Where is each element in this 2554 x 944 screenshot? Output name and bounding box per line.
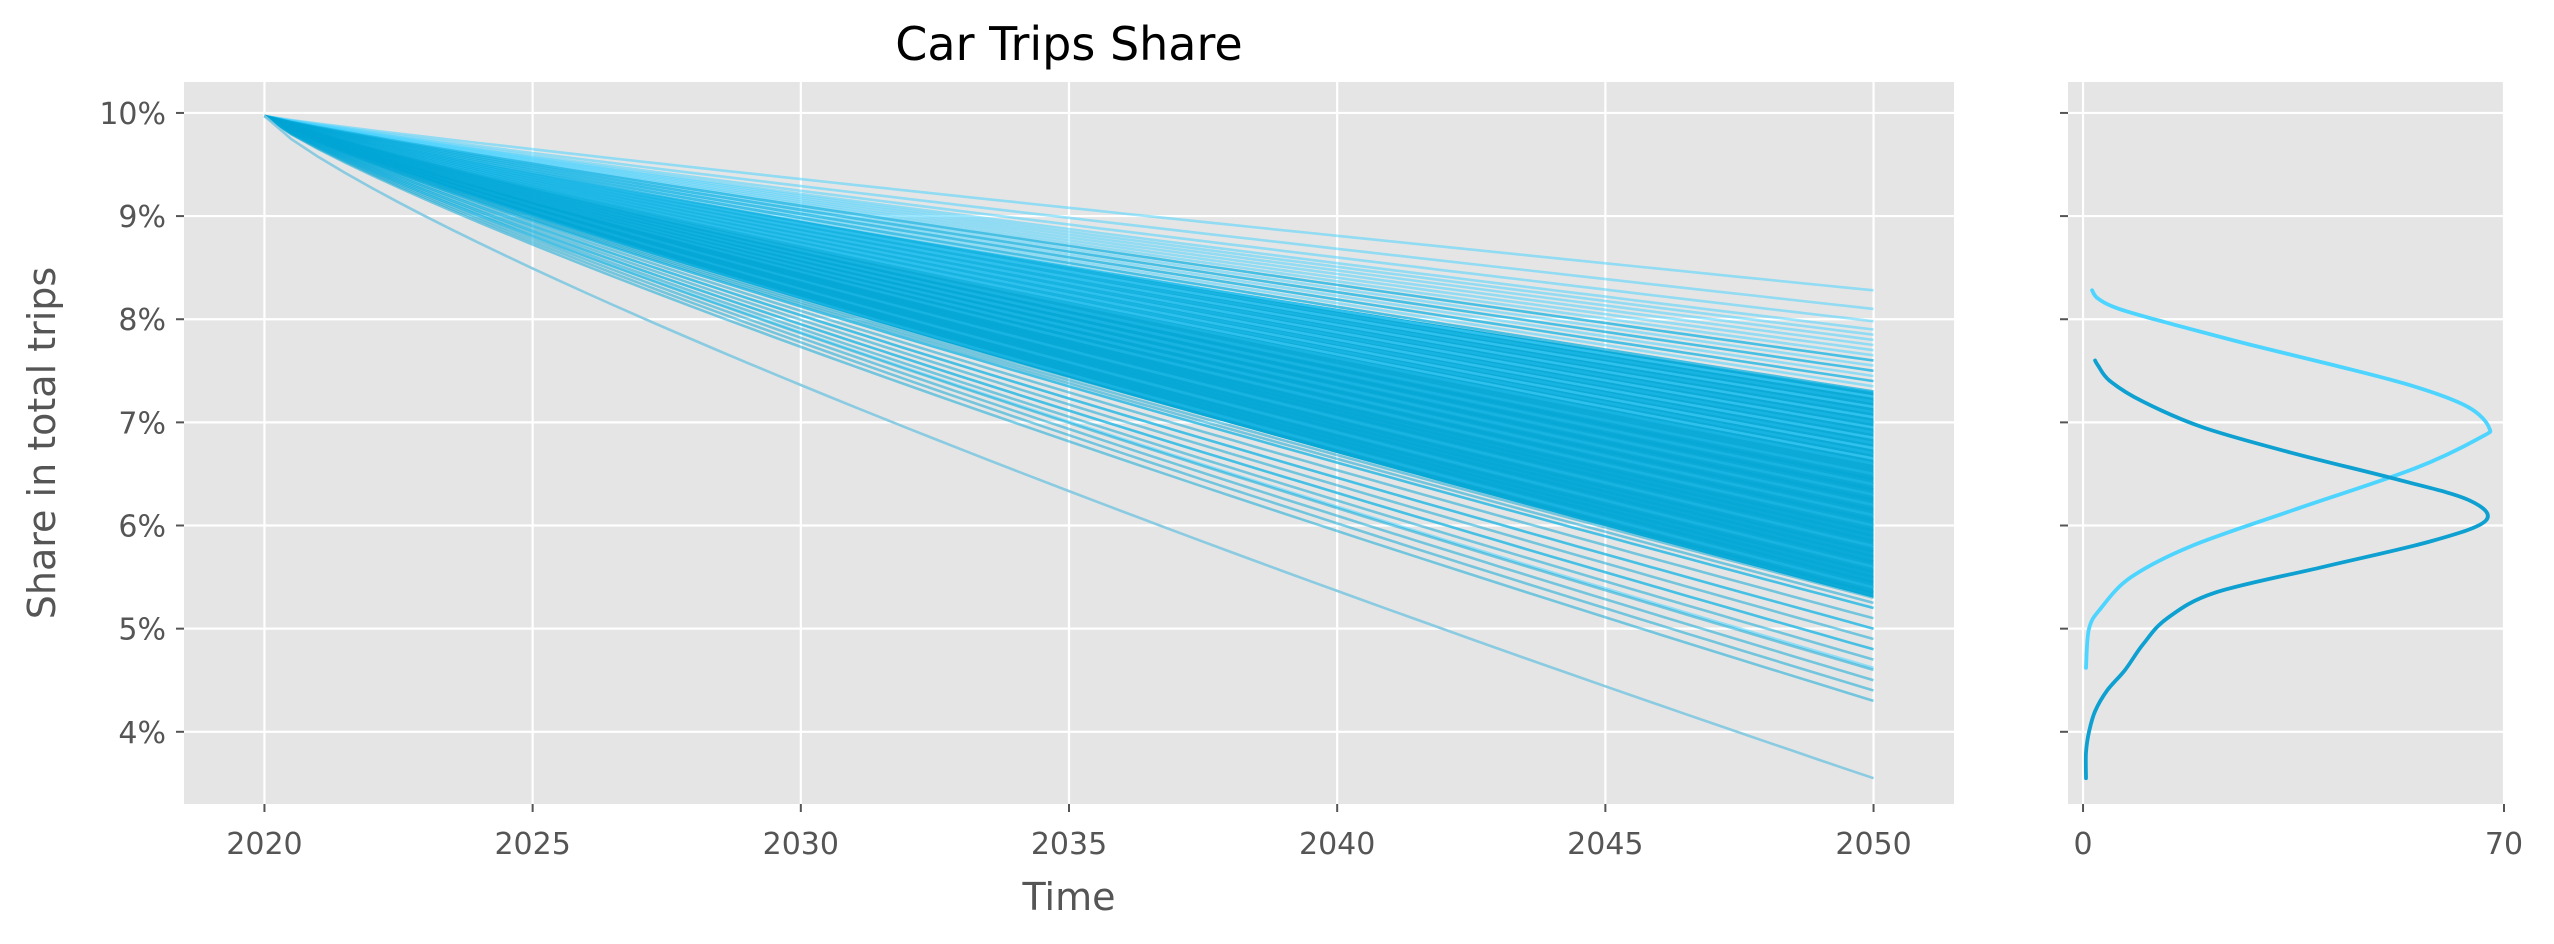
main-x-tick-label-5: 2045 bbox=[1567, 827, 1643, 862]
main-y-tick-label-6: 10% bbox=[99, 97, 166, 132]
main-x-tick-label-2: 2030 bbox=[763, 827, 839, 862]
main-y-tick-label-2: 6% bbox=[118, 510, 166, 545]
trajectory-line-2-0 bbox=[263, 115, 1874, 780]
trajectory-line-1-10 bbox=[264, 114, 1874, 465]
main-x-ticks: 2020 2025 2030 2035 2040 2045 2050 bbox=[226, 804, 1912, 862]
main-x-tick-label-6: 2050 bbox=[1835, 827, 1911, 862]
trajectory-line-0-1 bbox=[264, 114, 1874, 311]
trajectory-line-0-0 bbox=[264, 114, 1874, 292]
chart-title: Car Trips Share bbox=[895, 17, 1242, 71]
trajectory-line-1-45 bbox=[263, 114, 1874, 692]
trajectory-line-1-43 bbox=[263, 114, 1874, 672]
trajectory-line-1-4 bbox=[264, 114, 1874, 403]
trajectory-line-1-7 bbox=[264, 114, 1874, 434]
trajectory-line-1-0 bbox=[264, 114, 1874, 362]
trajectory-line-1-39 bbox=[263, 114, 1874, 630]
density-x-tick-label-0: 0 bbox=[2073, 827, 2092, 862]
trajectory-line-1-42 bbox=[263, 114, 1874, 661]
main-panel: 2020 2025 2030 2035 2040 2045 2050 4% 5% 6% 7% 8% 9… bbox=[20, 17, 1954, 919]
main-x-tick-label-3: 2035 bbox=[1031, 827, 1107, 862]
trajectory-line-1-41 bbox=[263, 114, 1874, 651]
trajectory-line-1-46 bbox=[263, 114, 1874, 703]
density-curve-0 bbox=[2084, 288, 2493, 670]
trajectory-line-1-3 bbox=[264, 114, 1874, 393]
trajectory-line-1-8 bbox=[264, 114, 1874, 445]
main-y-tick-label-3: 7% bbox=[118, 406, 166, 441]
density-plot-background bbox=[2068, 82, 2504, 804]
trajectory-line-1-44 bbox=[263, 114, 1874, 682]
main-y-tick-label-4: 8% bbox=[118, 303, 166, 338]
trajectory-line-1-5 bbox=[264, 114, 1874, 414]
density-y-ticks bbox=[2060, 111, 2068, 733]
density-x-tick-label-1: 70 bbox=[2485, 827, 2523, 862]
main-y-ticks: 4% 5% 6% 7% 8% 9% 10% bbox=[99, 97, 184, 751]
main-y-tick-label-5: 9% bbox=[118, 200, 166, 235]
main-x-tick-label-1: 2025 bbox=[494, 827, 570, 862]
density-panel: 0 70 bbox=[2060, 82, 2523, 862]
main-x-tick-label-0: 2020 bbox=[226, 827, 302, 862]
main-x-tick-label-4: 2040 bbox=[1299, 827, 1375, 862]
trajectory-line-1-40 bbox=[263, 114, 1874, 641]
trajectory-line-1-2 bbox=[264, 114, 1874, 383]
density-x-ticks: 0 70 bbox=[2073, 804, 2523, 862]
trajectory-line-1-1 bbox=[264, 114, 1874, 373]
trajectory-line-1-38 bbox=[263, 114, 1874, 620]
y-axis-label: Share in total trips bbox=[20, 267, 64, 619]
main-y-tick-label-1: 5% bbox=[118, 613, 166, 648]
trajectory-line-0-2 bbox=[264, 114, 1874, 323]
density-grid bbox=[2068, 82, 2506, 804]
trajectory-line-1-37 bbox=[263, 114, 1874, 610]
density-curve-1 bbox=[2083, 358, 2490, 781]
trajectory-line-1-9 bbox=[264, 114, 1874, 455]
density-curves bbox=[2083, 288, 2493, 781]
main-y-tick-label-0: 4% bbox=[118, 716, 166, 751]
x-axis-label: Time bbox=[1022, 875, 1116, 919]
trajectory-line-1-6 bbox=[264, 114, 1874, 424]
main-series-lines bbox=[263, 114, 1874, 780]
